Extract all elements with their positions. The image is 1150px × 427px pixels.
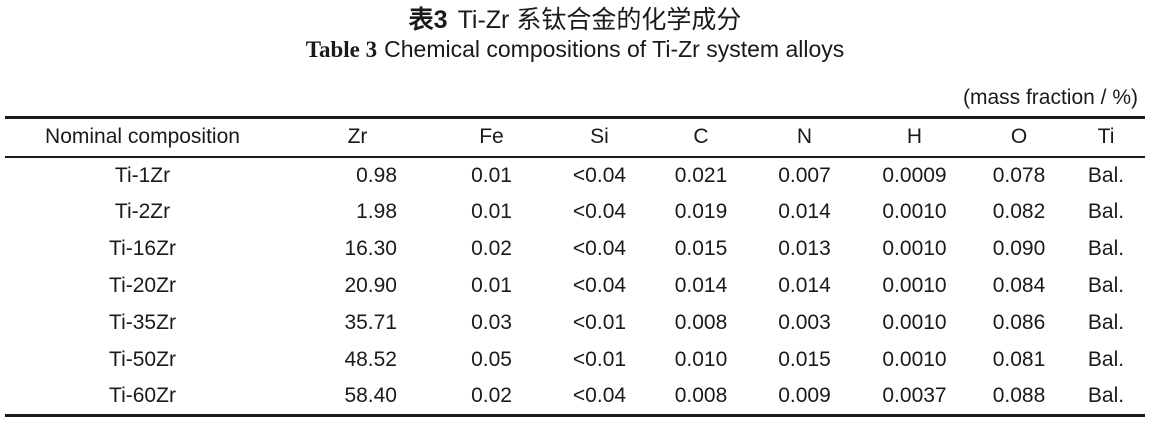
table-row: Ti-50Zr 48.52 0.05 <0.01 0.010 0.015 0.0010 0.0… [5, 342, 1145, 379]
value-cell: 0.090 [992, 237, 1046, 260]
value-cell: 0.019 [674, 200, 728, 223]
table-row: Ti-60Zr 58.40 0.02 <0.04 0.008 0.009 0.0037 0.0… [5, 379, 1145, 416]
value-cell: 0.05 [471, 348, 512, 371]
value-cell: 0.01 [471, 274, 512, 297]
column-header-fe: Fe [479, 125, 504, 149]
value-cell: 0.0010 [882, 200, 947, 223]
value-cell: 0.008 [674, 311, 728, 334]
value-cell: 35.71 [344, 311, 397, 334]
value-cell: 16.30 [344, 237, 397, 260]
value-cell: 0.0010 [882, 237, 947, 260]
table-number-chinese: 表3 [408, 6, 448, 34]
value-cell: 0.082 [992, 200, 1046, 223]
table-row: Ti-20Zr 20.90 0.01 <0.04 0.014 0.014 0.0010 0.0… [5, 268, 1145, 305]
header-row: Nominal composition Zr Fe Si C N H O Ti [5, 118, 1145, 157]
alloy-name-cell: Ti-16Zr [109, 237, 176, 260]
value-cell: 0.02 [471, 384, 512, 408]
value-cell: 0.014 [778, 200, 831, 223]
value-cell: 0.0009 [882, 163, 947, 187]
value-cell: 0.003 [778, 311, 831, 334]
value-cell: 0.01 [471, 200, 512, 223]
table-number-english: Table 3 [305, 37, 378, 62]
value-cell: 0.086 [992, 311, 1046, 334]
composition-table: Nominal composition Zr Fe Si C N H O Ti … [5, 116, 1145, 417]
table-row: Ti-16Zr 16.30 0.02 <0.04 0.015 0.013 0.0010 0.0… [5, 231, 1145, 268]
value-cell: Bal. [1087, 384, 1125, 408]
value-cell: <0.04 [572, 163, 627, 187]
value-cell: 0.014 [778, 274, 831, 297]
table-row: Ti-2Zr 1.98 0.01 <0.04 0.019 0.014 0.0010 0.082… [5, 194, 1145, 231]
column-header-h: H [906, 125, 923, 149]
alloy-name-cell: Ti-60Zr [109, 384, 176, 408]
value-cell: 0.02 [471, 237, 512, 260]
value-cell: 0.0037 [882, 384, 947, 408]
alloy-name-cell: Ti-35Zr [109, 311, 176, 334]
alloy-name-cell: Ti-1Zr [114, 163, 171, 187]
value-cell: Bal. [1087, 163, 1125, 187]
value-cell: 0.015 [778, 348, 831, 371]
value-cell: Bal. [1087, 311, 1125, 334]
value-cell: 0.088 [992, 384, 1046, 408]
value-cell: 1.98 [356, 200, 397, 223]
value-cell: Bal. [1087, 348, 1125, 371]
value-cell: 0.078 [992, 163, 1046, 187]
value-cell: 0.0010 [882, 311, 947, 334]
value-cell: Bal. [1087, 237, 1125, 260]
alloy-name-cell: Ti-20Zr [109, 274, 176, 297]
value-cell: Bal. [1087, 200, 1125, 223]
column-header-c: C [693, 125, 709, 149]
value-cell: 0.007 [778, 163, 831, 187]
value-cell: <0.04 [572, 384, 627, 408]
value-cell: 0.015 [674, 237, 728, 260]
value-cell: <0.04 [572, 274, 627, 297]
table-body: Ti-1Zr 0.98 0.01 <0.04 0.021 0.007 0.0009 0.078… [5, 157, 1145, 416]
alloy-name-cell: Ti-2Zr [114, 200, 171, 223]
value-cell: Bal. [1087, 274, 1125, 297]
value-cell: 0.021 [674, 163, 728, 187]
value-cell: <0.04 [572, 237, 627, 260]
value-cell: 0.0010 [882, 348, 947, 371]
column-header-nominal-composition: Nominal composition [45, 125, 240, 149]
value-cell: <0.04 [572, 200, 627, 223]
value-cell: 0.008 [674, 384, 728, 408]
table-title-chinese: 表3 Ti-Zr 系钛合金的化学成分 [0, 0, 1150, 35]
value-cell: 0.01 [471, 163, 512, 187]
table-row: Ti-1Zr 0.98 0.01 <0.04 0.021 0.007 0.0009 0.078… [5, 157, 1145, 194]
table-row: Ti-35Zr 35.71 0.03 <0.01 0.008 0.003 0.0010 0.0… [5, 305, 1145, 342]
table-title-english-text: Chemical compositions of Ti-Zr system al… [384, 36, 845, 62]
value-cell: 0.084 [992, 274, 1046, 297]
value-cell: 20.90 [344, 274, 397, 297]
alloy-name-cell: Ti-50Zr [109, 348, 176, 371]
column-header-o: O [1010, 125, 1028, 149]
column-header-zr: Zr [347, 125, 368, 149]
table-title-english: Table 3 Chemical compositions of Ti-Zr sy… [0, 35, 1150, 64]
value-cell: 0.98 [356, 163, 397, 187]
value-cell: 0.009 [778, 384, 831, 408]
value-cell: <0.01 [572, 348, 627, 371]
unit-note: (mass fraction / %) [962, 86, 1138, 109]
value-cell: 0.010 [674, 348, 728, 371]
value-cell: 48.52 [344, 348, 397, 371]
column-header-ti: Ti [1097, 125, 1115, 149]
value-cell: 0.081 [992, 348, 1046, 371]
column-header-si: Si [590, 125, 609, 149]
value-cell: <0.01 [572, 311, 627, 334]
value-cell: 58.40 [344, 384, 397, 408]
value-cell: 0.013 [778, 237, 831, 260]
table-title-chinese-text: Ti-Zr 系钛合金的化学成分 [457, 6, 742, 34]
value-cell: 0.03 [471, 311, 512, 334]
column-header-n: N [796, 125, 813, 149]
value-cell: 0.0010 [882, 274, 947, 297]
value-cell: 0.014 [674, 274, 728, 297]
